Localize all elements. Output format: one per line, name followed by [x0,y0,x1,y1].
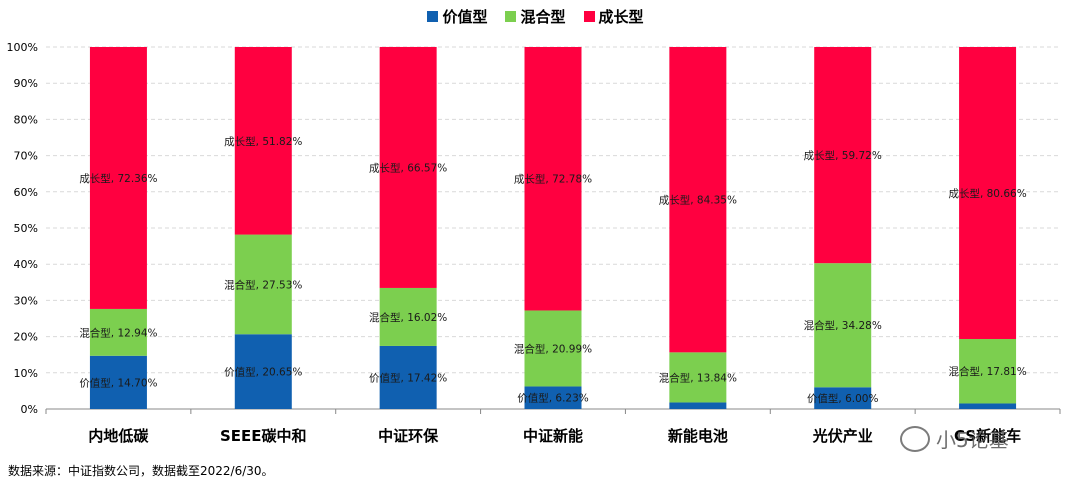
y-tick-label: 100% [7,41,38,54]
data-label: 成长型, 72.78% [514,173,592,186]
wechat-icon [900,425,930,452]
x-tick-label: 新能电池 [668,427,728,445]
bar-segment [524,386,582,409]
x-tick-label: 光伏产业 [812,427,873,445]
data-label: 混合型, 20.99% [514,342,592,355]
bar-segment [89,47,147,309]
data-label: 价值型, 20.65% [224,366,302,379]
y-tick-label: 40% [14,258,38,271]
y-tick-label: 0% [21,403,38,416]
legend-item-growth: 成长型 [583,6,644,27]
source-note: 数据来源：中证指数公司，数据截至2022/6/30。 [8,464,274,478]
data-label: 混合型, 16.02% [369,311,447,324]
data-label: 价值型, 6.00% [807,392,879,405]
y-tick-label: 10% [14,367,38,380]
data-label: 价值型, 14.70% [79,376,157,389]
bar-segment [669,402,727,409]
legend-swatch-growth [583,11,595,22]
bar-segment [379,345,437,409]
data-label: 混合型, 34.28% [804,319,882,332]
y-tick-label: 60% [14,186,38,199]
y-tick-label: 30% [14,294,38,307]
legend-item-blend: 混合型 [505,6,566,27]
bar-segment [669,47,727,353]
legend-label-growth: 成长型 [598,8,644,26]
bar-segment [234,234,292,335]
x-tick-label: 中证环保 [378,427,439,445]
bar-segment [524,310,582,387]
data-label: 成长型, 59.72% [804,149,882,162]
bar-segment [959,403,1017,409]
bar-segment [234,47,292,235]
legend-label-blend: 混合型 [520,8,566,26]
y-tick-label: 90% [14,77,38,90]
data-label: 成长型, 80.66% [948,187,1026,200]
legend-swatch-blend [505,11,517,22]
x-tick-label: 内地低碳 [88,427,149,445]
y-tick-label: 80% [14,113,38,126]
x-tick-label: SEEE碳中和 [220,427,307,445]
y-tick-label: 20% [14,331,38,344]
data-label: 成长型, 51.82% [224,135,302,148]
bar-segment [234,334,292,409]
legend-label-value: 价值型 [442,8,488,26]
bar-segment [524,47,582,311]
y-tick-label: 70% [14,150,38,163]
bar-segment [959,47,1017,339]
bar-segment [814,263,872,388]
bar-segment [959,338,1017,404]
legend-swatch-value [427,11,439,22]
bar-segment [379,46,437,288]
bar-segment [814,47,872,264]
data-label: 混合型, 12.94% [79,326,157,339]
bar-segment [89,308,147,356]
data-label: 成长型, 72.36% [79,172,157,185]
watermark-text: 小5论基 [936,428,1009,452]
bar-segment [814,387,872,409]
watermark: 小5论基 [900,424,1009,453]
data-label: 混合型, 17.81% [948,365,1026,378]
data-label: 成长型, 66.57% [369,161,447,174]
x-tick-label: CS新能车 [954,427,1021,445]
data-label: 价值型, 17.42% [369,371,447,384]
data-label: 混合型, 13.84% [659,371,737,384]
bar-segment [89,355,147,409]
y-tick-label: 50% [14,222,38,235]
bar-segment [379,287,437,346]
legend: 价值型 混合型 成长型 [0,6,1071,27]
data-label: 混合型, 27.53% [224,278,302,291]
bar-segment [669,352,727,403]
data-label: 价值型, 6.23% [517,392,589,405]
data-label: 成长型, 84.35% [659,194,737,207]
x-tick-label: 中证新能 [523,427,583,445]
legend-item-value: 价值型 [427,6,487,27]
